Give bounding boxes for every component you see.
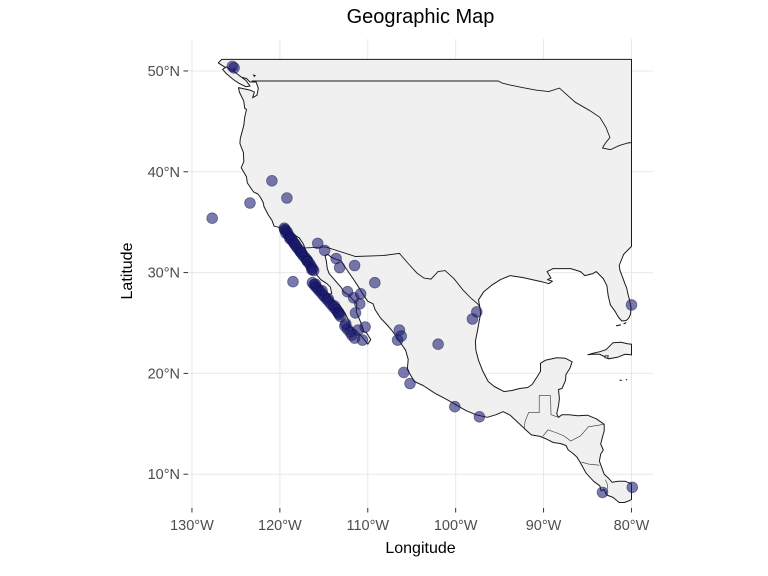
data-point [333, 261, 346, 274]
data-point [348, 259, 361, 272]
central-america-border-line [542, 424, 605, 442]
data-point [281, 192, 293, 204]
x-tick-label: 120°W [258, 518, 302, 534]
data-point [228, 62, 240, 74]
data-point [397, 366, 410, 379]
data-point [626, 481, 639, 494]
data-point [466, 313, 479, 325]
x-tick-label: 80°W [614, 518, 650, 534]
data-point [266, 175, 278, 187]
data-point [625, 299, 638, 311]
x-tick-label: 90°W [526, 518, 562, 534]
y-tick-label: 50°N [148, 64, 180, 80]
y-tick-label: 20°N [148, 366, 180, 382]
data-point [354, 287, 367, 300]
y-tick-label: 40°N [148, 165, 180, 181]
y-tick-label: 10°N [148, 467, 180, 483]
data-point [287, 275, 299, 288]
plot-title: Geographic Map [346, 6, 495, 28]
y-tick-label: 30°N [148, 266, 180, 282]
central-america-border-line [581, 461, 600, 466]
us-mexico-border-line [304, 246, 481, 308]
cuba-polygon [587, 341, 632, 360]
central-america-border-line [523, 395, 551, 429]
data-point [356, 334, 369, 346]
x-axis-title: Longitude [385, 540, 456, 557]
vancouver-island-polygon [221, 66, 251, 88]
data-point [352, 324, 364, 336]
data-point [318, 244, 331, 257]
central-america-border-line [550, 395, 559, 418]
island-chain-dash [615, 324, 622, 327]
data-point [349, 307, 362, 319]
data-point [395, 330, 408, 342]
data-point [368, 276, 381, 289]
data-point [334, 310, 347, 323]
data-point [404, 377, 416, 390]
data-point [353, 297, 366, 310]
small-island-polygon [604, 355, 609, 359]
data-point [432, 338, 444, 351]
small-island-polygon [252, 74, 256, 78]
data-point [244, 197, 256, 209]
data-point [448, 400, 461, 413]
data-point [206, 212, 219, 225]
data-point [596, 486, 609, 499]
us-canada-border-line [251, 80, 632, 151]
data-point [473, 410, 486, 423]
x-tick-label: 110°W [346, 518, 389, 534]
data-point [311, 237, 324, 250]
x-tick-label: 100°W [434, 518, 478, 534]
island-chain-dash [623, 322, 627, 325]
x-tick-label: 130°W [170, 518, 214, 534]
data-point [307, 264, 320, 277]
